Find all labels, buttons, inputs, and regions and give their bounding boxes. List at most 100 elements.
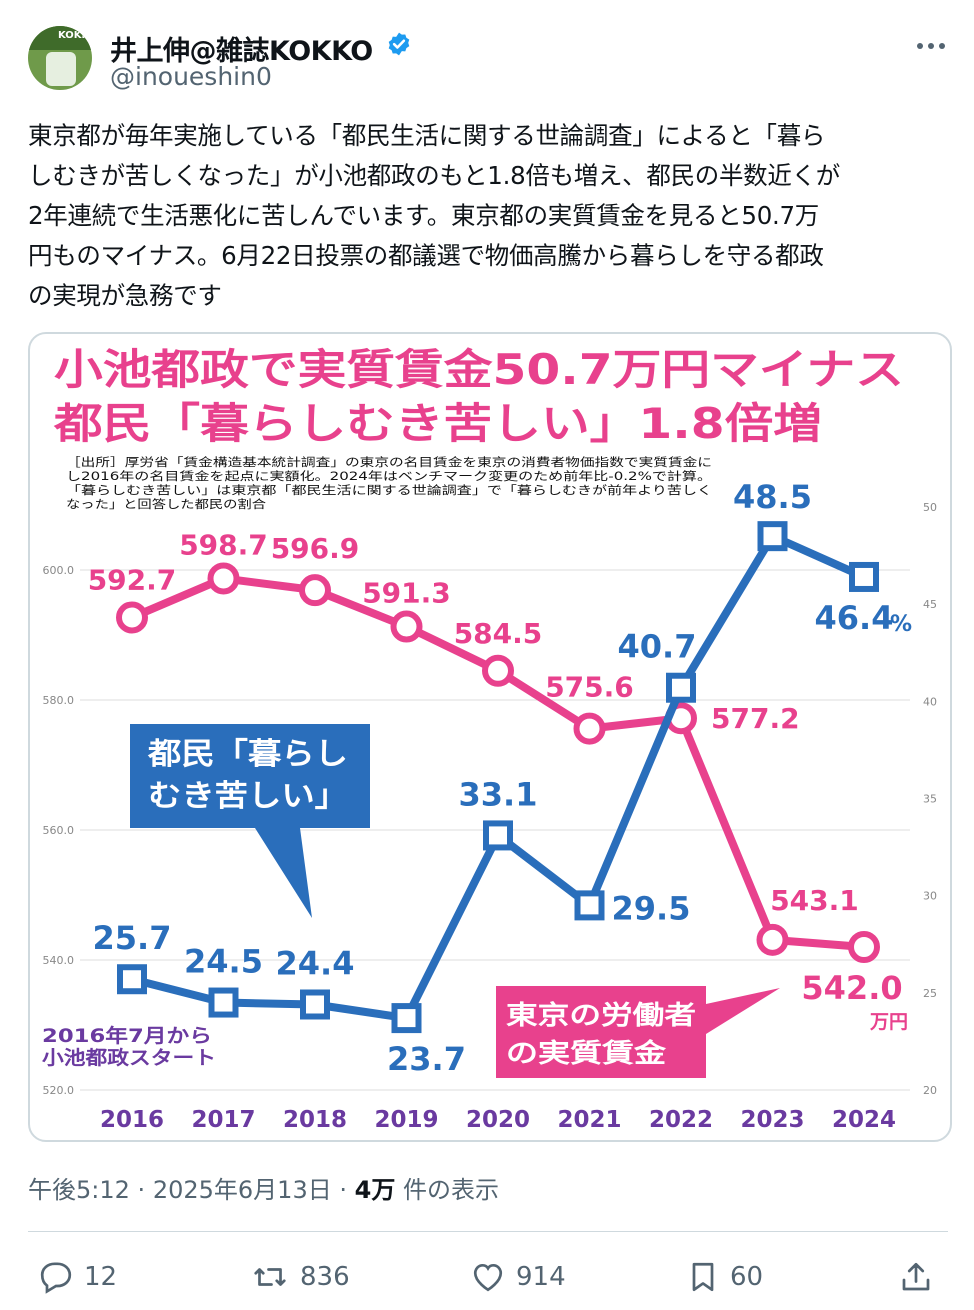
callout-pink-shape: [496, 986, 780, 1078]
like-button[interactable]: 914: [468, 1259, 566, 1295]
repost-button[interactable]: 836: [248, 1259, 350, 1295]
wage-data-label: 591.3: [362, 577, 451, 610]
unit-percent-label: %: [890, 612, 912, 637]
reply-count: 12: [84, 1262, 118, 1292]
wage-data-label: 542.0: [801, 969, 902, 1007]
chart-source-line: 「暮らしむき苦しい」は東京都「都民生活に関する世論調査」で「暮らしむきが前年より…: [66, 483, 712, 497]
left-tick-label: 560.0: [43, 824, 75, 837]
unit-yen-label: 万円: [869, 1011, 908, 1033]
bookmark-icon: [692, 1262, 714, 1292]
reply-button[interactable]: 12: [36, 1259, 117, 1295]
views-count: 4万: [354, 1176, 396, 1204]
wage-point: [207, 562, 240, 595]
chart-title-line1: 小池都政で実質賃金50.7万円マイナス: [54, 345, 904, 394]
views-label: 件の表示: [402, 1176, 499, 1204]
bookmark-count: 60: [730, 1262, 764, 1292]
x-tick-label: 2020: [466, 1107, 530, 1133]
hardship-data-label: 46.4: [815, 599, 894, 637]
wage-point: [848, 931, 880, 963]
chart-source-line: し2016年の名目賃金を起点に実額化。2024年はベンチマーク変更のため前年比-…: [66, 469, 712, 483]
chart-source-line: ［出所］厚労省「賃金構造基本統計調査」の東京の名目賃金を東京の消費者物価指数で実…: [66, 455, 712, 469]
wage-data-label: 596.9: [271, 532, 360, 565]
hardship-data-label: 48.5: [733, 478, 812, 516]
hardship-point: [757, 521, 788, 552]
callout-pink-line2: の実質賃金: [506, 1038, 667, 1069]
chart-note-line1: 2016年7月から: [42, 1024, 212, 1047]
wage-data-label: 598.7: [179, 528, 268, 561]
right-tick-label: 40: [923, 695, 937, 708]
callout-pink-line1: 東京の労働者: [506, 1000, 696, 1031]
right-tick-label: 35: [923, 793, 937, 806]
hardship-point: [391, 1003, 422, 1034]
x-tick-label: 2021: [557, 1107, 621, 1133]
wage-data-label: 592.7: [88, 563, 177, 596]
hardship-point: [117, 964, 147, 995]
wage-point: [390, 610, 423, 643]
left-tick-label: 540.0: [43, 954, 75, 967]
wage-point: [573, 712, 606, 745]
tweet-date[interactable]: 2025年6月13日: [152, 1176, 332, 1204]
hardship-data-label: 25.7: [93, 919, 172, 957]
x-tick-label: 2019: [374, 1107, 438, 1133]
share-icon: [902, 1262, 930, 1291]
callout-blue-line2: むき苦しい」: [148, 779, 348, 814]
meta-separator: ·: [339, 1176, 347, 1204]
repost-count: 836: [300, 1262, 350, 1292]
tweet-text-line: 2年連続で生活悪化に苦しんでいます。東京都の実質賃金を見ると50.7万: [28, 201, 819, 230]
hardship-point: [208, 987, 239, 1018]
x-tick-label: 2016: [100, 1107, 164, 1133]
chart-source-line: なった」と回答した都民の割合: [66, 497, 267, 511]
wage-data-label: 543.1: [770, 884, 859, 917]
repost-icon: [254, 1268, 286, 1286]
wage-data-label: 577.2: [711, 702, 800, 735]
wage-point: [299, 574, 331, 607]
left-tick-label: 600.0: [43, 564, 75, 577]
callout-blue-line1: 都民「暮らし: [147, 737, 348, 772]
hardship-data-label: 24.4: [276, 944, 355, 982]
tweet-text-line: しむきが苦しくなった」が小池都政のもと1.8倍も増え、都民の半数近くが: [28, 161, 840, 190]
wage-point: [756, 923, 789, 956]
like-count: 914: [516, 1262, 566, 1292]
x-tick-label: 2022: [649, 1107, 713, 1133]
tweet-text-line: 円ものマイナス。6月22日投票の都議選で物価高騰から暮らしを守る都政: [28, 241, 824, 270]
bookmark-button[interactable]: 60: [684, 1259, 763, 1295]
hardship-data-label: 29.5: [612, 889, 691, 927]
x-tick-label: 2017: [191, 1107, 255, 1133]
hardship-point: [300, 989, 330, 1020]
tweet-text-line: 東京都が毎年実施している「都民生活に関する世論調査」によると「暮ら: [28, 121, 826, 150]
right-tick-label: 25: [923, 987, 937, 1000]
hardship-data-label: 23.7: [387, 1040, 466, 1078]
heart-icon: [473, 1263, 503, 1292]
left-tick-label: 580.0: [43, 694, 75, 707]
tweet-text-line: の実現が急務です: [28, 281, 222, 310]
divider: [28, 1231, 948, 1232]
callout-blue-shape: [130, 724, 370, 918]
wage-data-label: 575.6: [545, 671, 634, 704]
avatar-logo-text: KOKKO: [58, 30, 92, 41]
tweet-header: KOKKO 井上伸@雑誌KOKKO @inoueshin0: [0, 0, 974, 110]
tweet-actions: 12 836 914 60: [0, 1245, 974, 1305]
reply-icon: [40, 1262, 72, 1294]
tweet-image-chart[interactable]: 小池都政で実質賃金50.7万円マイナス 都民「暮らしむき苦しい」1.8倍増 ［出…: [28, 332, 952, 1142]
chart-note-line2: 小池都政スタート: [42, 1046, 216, 1069]
hardship-point: [574, 890, 605, 921]
x-tick-label: 2018: [283, 1107, 347, 1133]
hardship-point: [666, 672, 696, 703]
x-tick-label: 2023: [740, 1107, 804, 1133]
avatar[interactable]: KOKKO: [28, 26, 92, 90]
tweet-text: 東京都が毎年実施している「都民生活に関する世論調査」によると「暮ら しむきが苦し…: [28, 116, 948, 316]
right-tick-label: 20: [923, 1084, 937, 1097]
author-handle[interactable]: @inoueshin0: [110, 62, 272, 91]
hardship-point: [849, 561, 879, 592]
hardship-point: [483, 820, 513, 851]
right-tick-label: 30: [923, 890, 937, 903]
tweet-time[interactable]: 午後5:12: [28, 1176, 130, 1204]
wage-point: [116, 601, 148, 634]
more-options-icon[interactable]: [914, 32, 948, 60]
hardship-data-label: 24.5: [184, 943, 263, 981]
chart-title-line2: 都民「暮らしむき苦しい」1.8倍増: [53, 399, 822, 448]
wage-data-label: 584.5: [454, 617, 543, 650]
share-button[interactable]: [896, 1259, 944, 1295]
wage-point: [482, 654, 514, 687]
author-name[interactable]: 井上伸@雑誌KOKKO: [110, 36, 373, 67]
